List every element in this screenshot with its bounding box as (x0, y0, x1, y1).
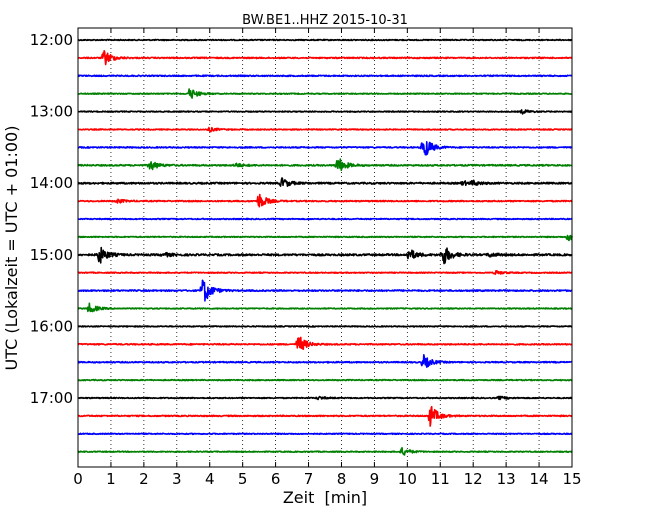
trace-17:00 (77, 395, 573, 401)
x-tick-label-0: 0 (73, 470, 83, 488)
y-tick-label-15:00: 15:00 (30, 246, 73, 264)
x-tick-label-7: 7 (304, 470, 314, 488)
trace-14:00 (77, 177, 573, 187)
x-axis-label: Zeit [min] (283, 488, 367, 507)
x-tick-label-8: 8 (337, 470, 347, 488)
trace-13:00 (77, 109, 573, 115)
x-tick-label-11: 11 (431, 470, 450, 488)
trace-14:45 (77, 234, 573, 242)
trace-13:15 (77, 126, 573, 133)
x-tick-label-12: 12 (464, 470, 483, 488)
x-tick-label-4: 4 (205, 470, 215, 488)
trace-12:30 (77, 74, 573, 78)
x-tick-label-9: 9 (370, 470, 380, 488)
trace-layer (77, 38, 573, 456)
x-tick-label-5: 5 (238, 470, 248, 488)
trace-14:15 (77, 193, 573, 208)
x-tick-label-6: 6 (271, 470, 281, 488)
y-tick-label-17:00: 17:00 (30, 389, 73, 407)
chart-title: BW.BE1..HHZ 2015-10-31 (242, 13, 408, 28)
trace-16:00 (77, 325, 573, 328)
y-tick-label-12:00: 12:00 (30, 31, 73, 49)
trace-17:30 (77, 432, 573, 436)
x-tick-label-2: 2 (139, 470, 149, 488)
plot-frame (77, 27, 573, 468)
trace-15:15 (77, 269, 573, 275)
trace-12:15 (77, 50, 573, 66)
x-tick-label-14: 14 (530, 470, 549, 488)
trace-12:00 (77, 38, 573, 42)
trace-15:45 (77, 302, 573, 313)
trace-16:45 (77, 378, 573, 382)
trace-15:30 (77, 279, 573, 302)
trace-15:00 (77, 246, 573, 265)
y-tick-label-16:00: 16:00 (30, 317, 73, 335)
trace-16:30 (77, 354, 573, 368)
y-axis-label: UTC (Lokalzeit = UTC + 01:00) (2, 126, 21, 371)
trace-13:30 (77, 141, 573, 156)
trace-13:45 (77, 158, 573, 172)
axis-ticks: 0 1 2 3 4 5 6 7 8 9 10 11 12 13 14 1512:0013:0014:0015:… (30, 28, 582, 488)
x-tick-label-13: 13 (497, 470, 516, 488)
trace-17:45 (77, 446, 573, 456)
trace-12:45 (77, 88, 573, 99)
trace-17:15 (77, 405, 573, 427)
x-tick-label-10: 10 (398, 470, 417, 488)
x-tick-label-1: 1 (106, 470, 116, 488)
y-tick-label-14:00: 14:00 (30, 174, 73, 192)
x-tick-label-3: 3 (172, 470, 182, 488)
trace-14:30 (77, 217, 573, 221)
x-tick-label-15: 15 (562, 470, 581, 488)
trace-16:15 (77, 336, 573, 351)
y-tick-label-13:00: 13:00 (30, 103, 73, 121)
